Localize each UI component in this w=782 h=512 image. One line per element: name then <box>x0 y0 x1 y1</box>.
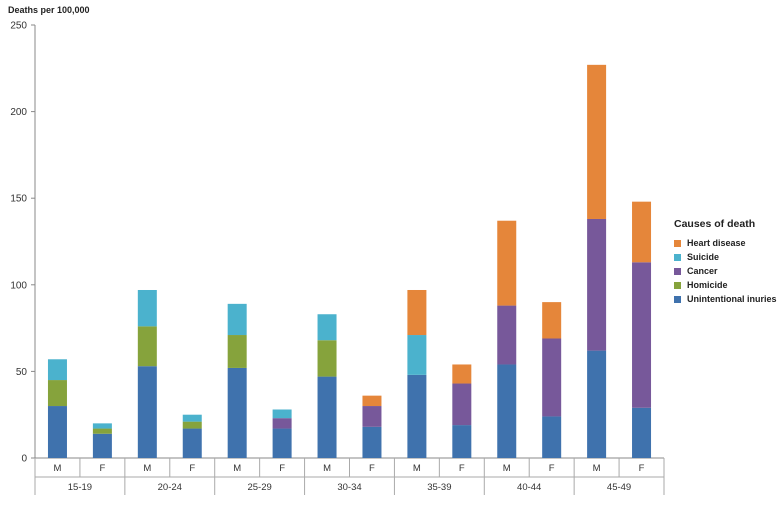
y-tick-label: 150 <box>10 194 27 205</box>
x-tick-label-sex: M <box>54 463 62 474</box>
bars-layer <box>47 64 652 458</box>
x-group-label: 25-29 <box>247 482 271 493</box>
y-tick-label: 200 <box>10 107 27 118</box>
legend-label: Unintentional inuries <box>687 294 777 304</box>
legend: Causes of death Heart disease Suicide Ca… <box>674 218 777 306</box>
legend-title: Causes of death <box>674 218 756 230</box>
labels-layer: 0 50 100 150 200 250 M F M F M F M F M F M F M F 15-19 20-24 2… <box>10 21 644 494</box>
bar-segment <box>587 350 607 458</box>
bar-segment <box>272 409 292 419</box>
legend-label: Cancer <box>687 266 718 276</box>
bar-segment <box>47 380 67 407</box>
bar-segment <box>497 305 517 365</box>
bar-segment <box>92 423 112 429</box>
x-tick-label-sex: F <box>279 463 285 474</box>
x-tick-label-sex: M <box>503 463 511 474</box>
bar-segment <box>587 64 607 219</box>
bar-segment <box>182 414 202 422</box>
x-tick-label-sex: F <box>99 463 105 474</box>
legend-swatch <box>674 295 681 303</box>
bar-segment <box>272 428 292 458</box>
legend-item-homicide: Homicide <box>674 278 777 292</box>
x-tick-label-sex: F <box>369 463 375 474</box>
x-group-label: 35-39 <box>427 482 451 493</box>
x-tick-label-sex: M <box>233 463 241 474</box>
x-tick-label-sex: M <box>143 463 151 474</box>
bar-segment <box>317 340 337 377</box>
bar-segment <box>452 383 472 426</box>
legend-swatch <box>674 267 681 275</box>
bar-segment <box>452 425 472 458</box>
y-tick-label: 250 <box>10 21 27 32</box>
x-tick-label-sex: F <box>189 463 195 474</box>
bar-segment <box>137 366 157 458</box>
x-group-label: 40-44 <box>517 482 541 493</box>
x-tick-label-sex: F <box>639 463 645 474</box>
bar-segment <box>227 335 247 368</box>
bar-segment <box>362 426 382 458</box>
bar-segment <box>182 428 202 458</box>
bar-segment <box>137 326 157 367</box>
bar-segment <box>317 376 337 458</box>
bar-segment <box>542 302 562 339</box>
bar-segment <box>497 220 517 306</box>
bar-segment <box>632 262 652 408</box>
x-group-label: 15-19 <box>68 482 92 493</box>
bar-segment <box>317 314 337 341</box>
bar-segment <box>542 338 562 417</box>
x-tick-label-sex: M <box>413 463 421 474</box>
bar-segment <box>227 303 247 336</box>
x-tick-label-sex: M <box>323 463 331 474</box>
bar-segment <box>407 289 427 336</box>
x-group-label: 45-49 <box>607 482 631 493</box>
bar-segment <box>407 335 427 375</box>
legend-swatch <box>674 239 681 247</box>
legend-label: Homicide <box>687 280 728 290</box>
bar-segment <box>47 359 67 381</box>
bar-segment <box>542 416 562 458</box>
y-tick-label: 0 <box>21 454 27 465</box>
axes-layer <box>31 24 665 495</box>
legend-label: Heart disease <box>687 238 746 248</box>
bar-segment <box>272 418 292 429</box>
bar-segment <box>227 367 247 458</box>
bar-segment <box>137 289 157 327</box>
bar-segment <box>362 395 382 407</box>
bar-segment <box>632 201 652 263</box>
bar-segment <box>407 374 427 458</box>
bar-segment <box>47 406 67 458</box>
y-tick-label: 50 <box>16 367 28 378</box>
legend-item-heart-disease: Heart disease <box>674 236 777 250</box>
bar-segment <box>452 364 472 384</box>
bar-segment <box>497 364 517 458</box>
bar-segment <box>92 428 112 434</box>
legend-item-suicide: Suicide <box>674 250 777 264</box>
y-axis-label: Deaths per 100,000 <box>8 5 90 15</box>
bar-segment <box>92 433 112 458</box>
legend-label: Suicide <box>687 252 720 262</box>
x-tick-label-sex: M <box>593 463 601 474</box>
legend-item-unintentional-injuries: Unintentional inuries <box>674 292 777 306</box>
x-group-label: 20-24 <box>158 482 182 493</box>
bar-segment <box>587 218 607 351</box>
y-tick-label: 100 <box>10 280 27 291</box>
x-tick-label-sex: F <box>549 463 555 474</box>
bar-segment <box>362 406 382 427</box>
bar-segment <box>632 407 652 458</box>
legend-swatch <box>674 253 681 261</box>
legend-item-cancer: Cancer <box>674 264 777 278</box>
bar-segment <box>182 421 202 429</box>
x-group-label: 30-34 <box>337 482 361 493</box>
x-tick-label-sex: F <box>459 463 465 474</box>
legend-swatch <box>674 281 681 289</box>
